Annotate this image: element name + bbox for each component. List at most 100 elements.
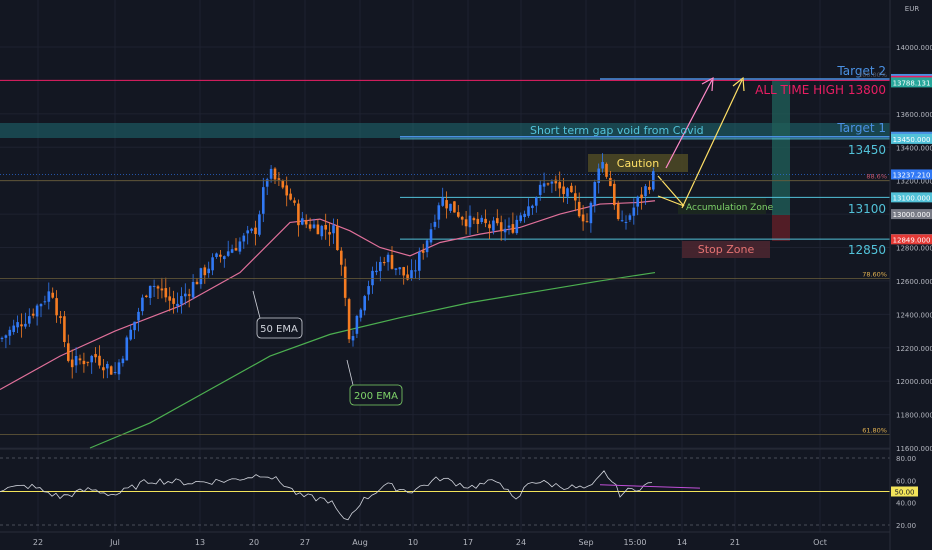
time-tick-label: 21 (730, 538, 740, 547)
candle-body (480, 217, 483, 223)
candle-body (523, 213, 526, 218)
candle-body (492, 220, 495, 231)
level-13100-label: 13100 (848, 202, 886, 216)
price-badge-text: 13450.000 (893, 136, 931, 144)
level-13450-label: 13450 (848, 143, 886, 157)
candle-body (98, 355, 101, 366)
ema50-pointer (252, 290, 261, 319)
candle-body (152, 285, 156, 287)
candle-body (460, 216, 464, 220)
rsi-tick-label: 80.00 (896, 455, 916, 463)
candle-body (39, 304, 43, 307)
fib-label: 61.80% (862, 427, 887, 435)
candle-body (207, 268, 210, 274)
candle-body (12, 325, 15, 332)
candle-body (78, 358, 82, 361)
candle-body (593, 182, 597, 206)
projection-arrows (657, 76, 745, 209)
candle-body (308, 224, 312, 229)
price-tick-label: 12600.000 (896, 278, 932, 286)
gap-void-label: Short term gap void from Covid (530, 124, 704, 137)
candle-body (453, 201, 456, 213)
candle-body (63, 316, 66, 342)
candle-body (20, 324, 23, 327)
candle-body (624, 221, 628, 223)
candle-body (488, 224, 491, 229)
candle-body (332, 225, 335, 234)
accumulation-zone-box (678, 198, 766, 214)
caution-label: Caution (617, 157, 659, 170)
candle-body (121, 358, 125, 364)
candle-body (47, 291, 51, 302)
price-tick-label: 14000.000 (896, 44, 932, 52)
candle-body (55, 298, 58, 316)
price-tick-label: 13600.000 (896, 111, 932, 119)
candle-body (187, 294, 191, 296)
candle-body (82, 360, 86, 365)
candle-body (601, 162, 604, 169)
candle-body (410, 270, 413, 279)
candle-body (113, 371, 117, 373)
price-badge (891, 209, 932, 220)
ema200-pointer (346, 359, 354, 386)
time-tick-label: Sep (578, 538, 593, 547)
candle-body (640, 194, 643, 199)
candle-body (211, 257, 214, 271)
candle-body (219, 254, 222, 257)
candle-body (433, 221, 437, 227)
candle-body (398, 267, 402, 270)
candle-body (109, 366, 113, 375)
currency-label: EUR (905, 5, 920, 13)
candle-body (605, 163, 608, 177)
candle-body (164, 288, 168, 298)
candle-body (195, 281, 199, 285)
candle-body (425, 240, 429, 253)
candle-body (343, 266, 347, 298)
candle-body (558, 182, 561, 189)
price-badge (891, 77, 932, 88)
candle-body (199, 268, 203, 285)
candle-body (43, 301, 47, 303)
candle-body (269, 168, 273, 179)
candle-body (499, 222, 503, 232)
candle-body (613, 183, 616, 206)
time-tick-label: Aug (352, 538, 368, 547)
candle-body (542, 183, 546, 187)
candle-body (406, 274, 409, 280)
candle-body (90, 355, 93, 363)
target-1-label: Target 1 (836, 121, 886, 135)
candle-body (550, 181, 554, 184)
candle-body (457, 212, 460, 217)
candle-body (137, 311, 140, 321)
time-axis[interactable]: 22 Jul 13 20 27 Aug 10 17 24 Sep 15:00 14 21 Oct (33, 538, 827, 547)
price-tick-label: 13400.000 (896, 144, 932, 152)
candle-body (421, 250, 425, 253)
time-tick-label: 10 (408, 538, 418, 547)
candle-body (359, 309, 363, 318)
candle-body (441, 197, 444, 206)
time-tick-label: 27 (300, 538, 310, 547)
candle-body (562, 186, 565, 195)
candle-body (628, 215, 632, 220)
candle-body (215, 253, 218, 257)
price-badges: 13808.67013797.50613788.13113462.9321345… (891, 73, 932, 245)
ema50-path (0, 200, 656, 391)
candle-body (293, 200, 296, 203)
candle-body (117, 362, 121, 375)
candle-body (324, 224, 327, 230)
time-tick-label: 15:00 (623, 538, 646, 547)
price-badge-text: 13000.000 (893, 211, 931, 219)
candle-body (597, 168, 600, 183)
candle-body (191, 281, 195, 298)
candle-body (273, 168, 277, 180)
candle-body (328, 232, 331, 235)
candle-body (394, 268, 398, 270)
candle-body (347, 299, 351, 340)
time-tick-label: 22 (33, 538, 43, 547)
candle-body (176, 303, 179, 307)
candle-body (566, 188, 569, 197)
candle-body (511, 224, 515, 233)
ema200-path (89, 271, 656, 449)
price-badge (891, 133, 932, 144)
